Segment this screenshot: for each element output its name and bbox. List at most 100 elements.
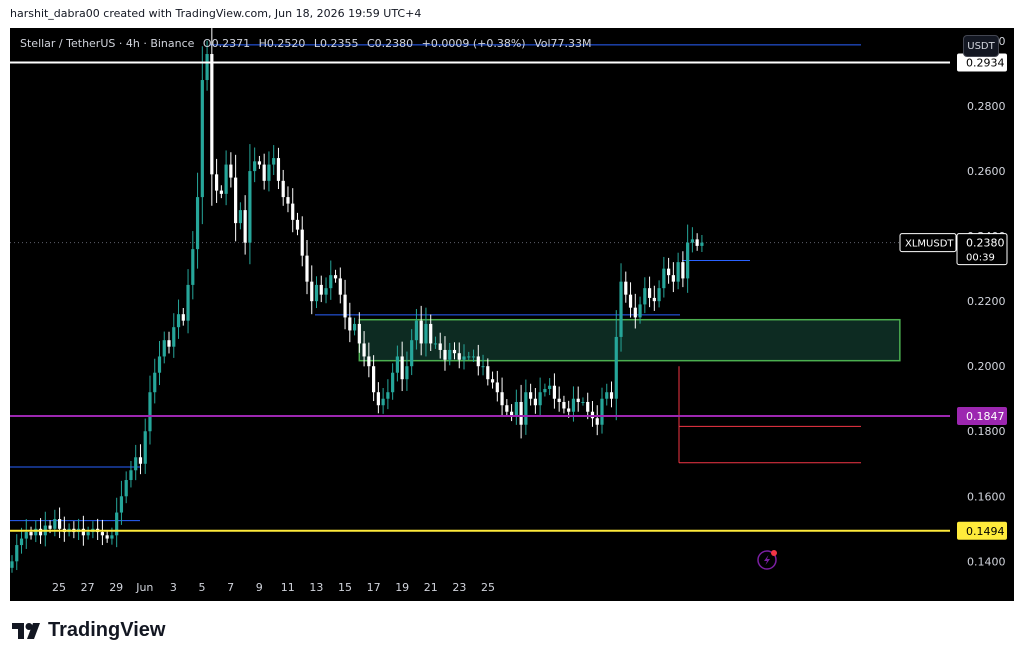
x-tick-label: 23 [452,581,466,594]
candle-body [614,336,618,399]
candle-body [467,356,471,358]
change-value: +0.0009 (+0.38%) [421,37,526,50]
candle-body [333,275,338,279]
symbol-tag-label: XLMUSDT [905,239,954,250]
candle-body [500,392,504,406]
candle-body [595,418,599,425]
candle-body [395,356,399,373]
x-tick-label: 9 [256,581,263,594]
candle-body [410,340,414,367]
resistance-tag-label: 0.2934 [966,56,1005,69]
candle-body [348,317,352,331]
tradingview-logo[interactable]: TradingView [12,619,165,642]
candle-body [352,323,357,331]
candle-body [267,164,271,181]
close-value: C0.2380 [366,37,414,50]
y-tick-label: 0.2600 [967,165,1006,178]
mid-support-tag [957,406,1007,425]
x-tick-label: 29 [109,581,123,594]
candle-body [529,392,533,399]
candle-body [391,372,395,393]
x-tick-label: 25 [481,581,495,594]
candle-body [181,314,185,321]
candle-body [29,532,33,536]
candle-body [15,545,19,562]
candle-body [514,401,518,415]
candle-body [234,177,238,224]
y-tick-label: 0.1600 [967,490,1006,503]
candle-body [495,382,499,393]
candle-body [105,535,109,539]
candle-body [576,398,580,402]
candle-body [115,512,119,536]
x-tick-label: 15 [338,581,352,594]
candle-body [281,180,285,198]
candle-body [633,307,637,318]
candle-body [153,372,157,393]
candle-body [343,294,347,318]
candle-body [176,314,181,328]
low-support-tag-label: 0.1494 [966,525,1005,538]
candle-body [471,356,476,358]
candle-body [586,401,590,412]
candle-body [205,54,209,81]
y-tick-label: 0.2800 [967,100,1006,113]
candle-body [524,392,528,425]
x-tick-label: 11 [281,581,295,594]
candle-body [238,210,242,224]
symbol-header: Stellar / TetherUS · 4h · Binance O0.237… [20,37,597,50]
candle-body [110,535,114,539]
pair-label[interactable]: Stellar / TetherUS · 4h · Binance [20,37,195,50]
candle-body [557,398,561,402]
current-price-tag [956,233,1008,266]
low-value: L0.2355 [313,37,359,50]
candle-body [129,470,133,481]
candle-body [257,161,262,165]
candle-body [24,532,28,539]
candle-body [624,281,628,295]
candle-body [243,210,247,243]
candle-body [538,392,542,406]
candle-body [305,255,309,282]
candle-body [657,288,661,302]
candle-body [34,528,38,536]
candle-body [148,392,152,432]
high-value: H0.2520 [258,37,306,50]
candle-body [319,284,323,295]
candle-body [424,323,428,344]
candle-body [490,379,495,383]
candle-body [686,242,690,279]
x-tick-label: 21 [424,581,438,594]
current-price-tag-label: 0.2380 [966,237,1005,250]
candle-body [229,164,233,178]
candle-body [100,532,105,536]
low-support-tag [957,521,1007,540]
candle-body [443,349,447,360]
chart-area[interactable]: 0.14000.16000.18000.20000.22000.24000.26… [10,28,1014,601]
currency-button[interactable]: USDT [963,35,999,57]
candle-body [81,528,85,536]
candle-body [119,496,124,513]
tradingview-icon [12,622,40,639]
candle-body [457,353,461,360]
candle-body [628,294,633,308]
candle-body [138,457,143,464]
candle-body [605,392,609,399]
candle-body [143,431,147,464]
candle-body [414,320,419,341]
candle-body [448,349,452,360]
price-chart[interactable]: 0.14000.16000.18000.20000.22000.24000.26… [10,28,1014,601]
candle-body [219,190,223,194]
candle-body [652,297,656,302]
candle-body [376,392,380,406]
candle-body [53,519,57,529]
candle-body [214,174,219,191]
candle-body [167,340,171,347]
candle-body [362,343,366,357]
candle-body [276,158,281,181]
candle-body [324,288,328,295]
candle-body [86,532,90,536]
candle-body [695,239,699,246]
candle-body [533,398,537,406]
alert-icon[interactable] [757,550,777,570]
